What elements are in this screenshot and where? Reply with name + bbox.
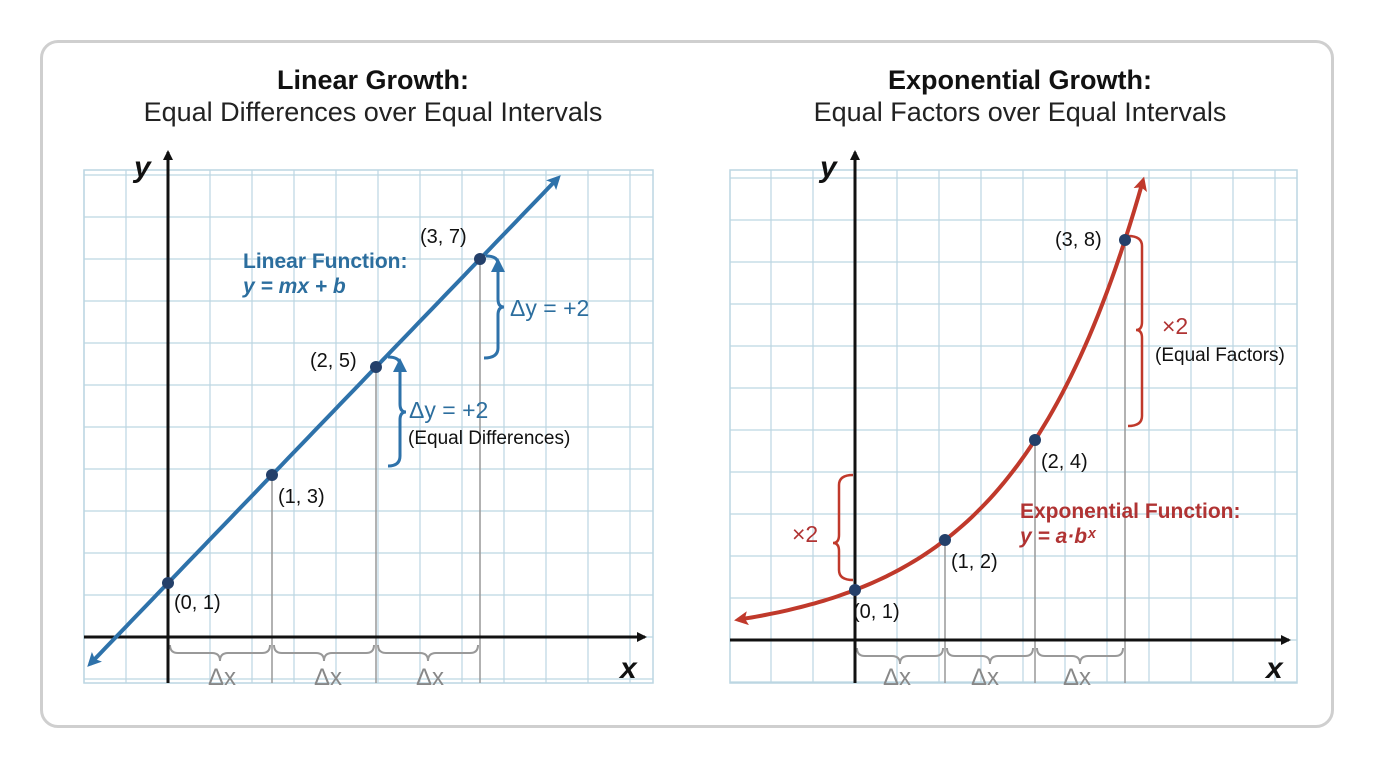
grid-border	[729, 169, 1298, 684]
exponential-title: Exponential Growth:	[888, 65, 1152, 95]
exponential-y-axis-label: y	[818, 151, 838, 184]
linear-dx-label: Δx	[314, 664, 342, 691]
data-point	[939, 534, 951, 546]
linear-function-formula: y = mx + b	[242, 275, 346, 298]
linear-dx-label: Δx	[208, 664, 236, 691]
data-point	[266, 469, 278, 481]
linear-dx-label: Δx	[416, 664, 444, 691]
delta-brace	[387, 366, 407, 468]
dx-brace	[273, 644, 375, 662]
data-point-label: (1, 3)	[278, 486, 325, 508]
dx-brace	[377, 644, 479, 662]
data-point	[1029, 434, 1041, 446]
exponential-factor-upper: ×2	[1162, 313, 1188, 339]
dx-brace	[1036, 647, 1124, 665]
exponential-function-formula: y = a·bˣ	[1019, 525, 1097, 548]
linear-subtitle: Equal Differences over Equal Intervals	[144, 97, 603, 127]
exponential-function-label: Exponential Function:	[1020, 500, 1241, 523]
linear-delta-upper: Δy = +2	[510, 295, 589, 321]
exponential-factor-note: (Equal Factors)	[1155, 345, 1285, 366]
linear-function-label: Linear Function:	[243, 250, 408, 273]
dx-brace	[856, 647, 944, 665]
factor-brace	[1127, 234, 1144, 428]
data-point-label: (0, 1)	[853, 601, 900, 623]
grid-border	[83, 169, 654, 684]
exponential-factor-lower: ×2	[792, 521, 818, 547]
linear-title: Linear Growth:	[277, 65, 469, 95]
data-point-label: (0, 1)	[174, 592, 221, 614]
data-point	[849, 584, 861, 596]
exponential-dx-label: Δx	[883, 664, 911, 691]
exponential-chart: (0, 1) (1, 2) (2, 4) (3, 8)	[729, 150, 1298, 684]
data-point-label: (3, 7)	[420, 226, 467, 248]
dx-brace	[169, 644, 271, 662]
data-point	[162, 577, 174, 589]
linear-delta-lower: Δy = +2	[409, 397, 488, 423]
delta-brace	[483, 268, 505, 360]
exponential-dx-label: Δx	[1063, 664, 1091, 691]
factor-brace	[832, 473, 854, 582]
data-point-label: (1, 2)	[951, 551, 998, 573]
exponential-subtitle: Equal Factors over Equal Intervals	[814, 97, 1227, 127]
data-point-label: (3, 8)	[1055, 229, 1102, 251]
dx-brace	[946, 647, 1034, 665]
data-point	[370, 361, 382, 373]
data-point-label: (2, 5)	[310, 350, 357, 372]
linear-delta-note: (Equal Differences)	[408, 428, 570, 449]
linear-y-axis-label: y	[132, 151, 152, 184]
linear-chart: (0, 1) (1, 3) (2, 5) (3, 7)	[83, 150, 654, 684]
exponential-dx-label: Δx	[971, 664, 999, 691]
data-point	[474, 253, 486, 265]
data-point	[1119, 234, 1131, 246]
linear-x-axis-label: x	[618, 652, 638, 685]
exponential-x-axis-label: x	[1264, 652, 1284, 685]
data-point-label: (2, 4)	[1041, 451, 1088, 473]
